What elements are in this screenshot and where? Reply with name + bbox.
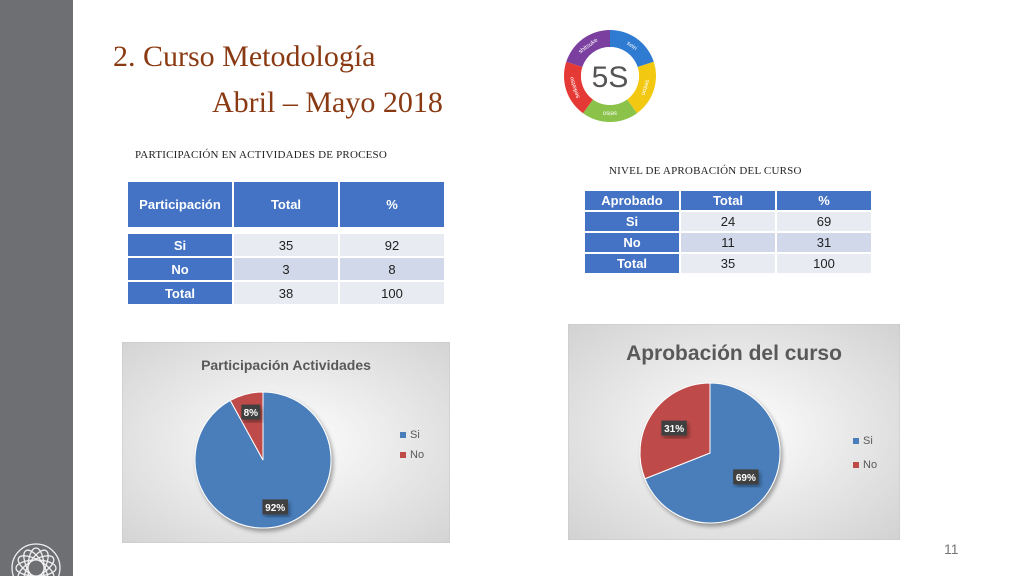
- table-cell: 35: [681, 254, 775, 273]
- data-label-box: [661, 420, 687, 436]
- table-row-label: Si: [128, 234, 232, 256]
- logo-ring-segment: [566, 30, 610, 68]
- chart-title: Participación Actividades: [201, 357, 371, 373]
- page-title: 2. Curso Metodología: [113, 40, 376, 73]
- table-header-row: Aprobado Total %: [585, 191, 871, 210]
- legend-swatch: [400, 452, 406, 458]
- table-row-label: Total: [585, 254, 679, 273]
- logo-ring-segment: [564, 61, 593, 114]
- table-row-label: Total: [128, 282, 232, 304]
- five-s-logo-text: 5S: [592, 61, 629, 94]
- data-label: 69%: [736, 473, 756, 484]
- page-subtitle: Abril – Mayo 2018: [212, 86, 443, 119]
- logo-ring-segment: [610, 30, 654, 68]
- data-label-box: [733, 469, 759, 485]
- table-cell: 100: [777, 254, 871, 273]
- table-header-row: Participación Total %: [128, 182, 444, 227]
- data-label-box: [241, 404, 261, 420]
- table-row: Total 35 100: [585, 254, 871, 273]
- logo-ring-segment: [582, 99, 638, 123]
- table-row: Si 35 92: [128, 234, 444, 256]
- table-header-cell: Participación: [128, 182, 232, 227]
- chart-title: Aprobación del curso: [626, 342, 842, 365]
- logo-ring-word: seiton: [639, 79, 650, 96]
- pie-slice-si: [644, 382, 781, 524]
- legend-label: Si: [863, 435, 873, 447]
- table-header-cell: Total: [681, 191, 775, 210]
- participacion-pie-chart: Participación Actividades 92% 8% Si No: [122, 342, 450, 543]
- table-cell: 35: [234, 234, 338, 256]
- table-cell: 31: [777, 233, 871, 252]
- table-header-cell: %: [777, 191, 871, 210]
- flower-logo-icon: [11, 543, 61, 576]
- participacion-caption: PARTICIPACIÓN EN ACTIVIDADES DE PROCESO: [135, 149, 388, 161]
- participacion-table: Participación Total % Si 35 92 No 3 8 To…: [126, 180, 446, 306]
- data-label: 92%: [265, 503, 285, 514]
- legend-label: Si: [410, 429, 420, 441]
- table-cell: 69: [777, 212, 871, 231]
- logo-ring-segment: [627, 61, 656, 114]
- legend-swatch: [400, 432, 406, 438]
- table-cell: 11: [681, 233, 775, 252]
- data-label: 8%: [244, 408, 259, 419]
- aprobacion-table: Aprobado Total % Si 24 69 No 11 31 Total…: [583, 189, 873, 275]
- legend-swatch: [853, 438, 859, 444]
- table-row: Si 24 69: [585, 212, 871, 231]
- sidebar-band: [0, 0, 73, 576]
- legend-swatch: [853, 462, 859, 468]
- logo-ring-word: seiri: [625, 41, 637, 52]
- table-cell: 38: [234, 282, 338, 304]
- table-cell: 100: [340, 282, 444, 304]
- table-cell: 92: [340, 234, 444, 256]
- data-label: 31%: [664, 424, 684, 435]
- table-row: No 11 31: [585, 233, 871, 252]
- table-row: Total 38 100: [128, 282, 444, 304]
- table-row-label: No: [128, 258, 232, 280]
- logo-ring-word: seiso: [602, 110, 617, 116]
- table-header-cell: %: [340, 182, 444, 227]
- table-row-label: No: [585, 233, 679, 252]
- legend-label: No: [410, 449, 424, 461]
- table-cell: 3: [234, 258, 338, 280]
- data-label-box: [262, 499, 288, 515]
- table-row-label: Si: [585, 212, 679, 231]
- legend-label: No: [863, 459, 877, 471]
- table-cell: 24: [681, 212, 775, 231]
- aprobacion-caption: NIVEL DE APROBACIÓN DEL CURSO: [609, 165, 802, 177]
- table-cell: 8: [340, 258, 444, 280]
- table-header-cell: Aprobado: [585, 191, 679, 210]
- table-row: No 3 8: [128, 258, 444, 280]
- aprobacion-pie-chart: Aprobación del curso 69% 31% Si No: [568, 324, 900, 540]
- table-header-cell: Total: [234, 182, 338, 227]
- slide-number: 11: [944, 541, 959, 557]
